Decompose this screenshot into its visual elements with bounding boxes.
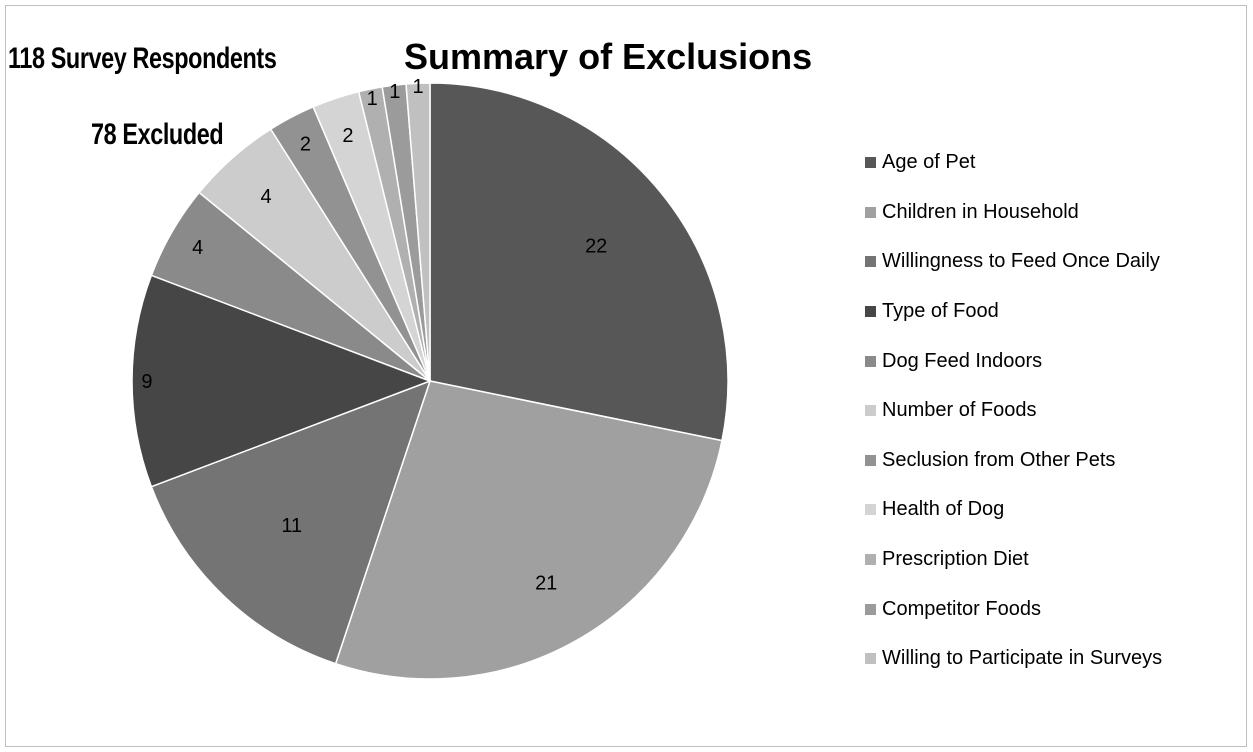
- legend-item-number-of-foods: Number of Foods: [865, 386, 1162, 436]
- legend-label: Type of Food: [882, 300, 999, 323]
- chart-title: Summary of Exclusions: [404, 36, 813, 77]
- legend-swatch: [865, 157, 876, 169]
- legend-item-health-of-dog: Health of Dog: [865, 485, 1162, 535]
- legend-item-children-in-household: Children in Household: [865, 188, 1162, 238]
- pie-slice-children-in-household: [334, 380, 723, 680]
- excluded-note: 78 Excluded: [91, 118, 224, 151]
- legend-swatch: [865, 206, 876, 218]
- legend-label: Prescription Diet: [882, 548, 1029, 571]
- slice-label-willing-to-participate-in-surveys: 1: [413, 76, 424, 98]
- pie-slice-age-of-pet: [429, 82, 729, 442]
- slice-label-number-of-foods: 4: [260, 186, 271, 208]
- pie-slice-willingness-to-feed-once-daily: [150, 379, 432, 665]
- legend-label: Children in Household: [882, 200, 1079, 223]
- slice-label-willingness-to-feed-once-daily: 11: [281, 515, 302, 537]
- legend-item-seclusion-from-other-pets: Seclusion from Other Pets: [865, 436, 1162, 486]
- slice-label-seclusion-from-other-pets: 2: [300, 134, 311, 156]
- pie-slice-willing-to-participate-in-surveys: [405, 82, 431, 382]
- legend-label: Willingness to Feed Once Daily: [882, 250, 1160, 273]
- legend-item-dog-feed-indoors: Dog Feed Indoors: [865, 336, 1162, 386]
- legend-swatch: [865, 653, 876, 665]
- legend-swatch: [865, 306, 876, 318]
- legend-item-prescription-diet: Prescription Diet: [865, 535, 1162, 585]
- legend-label: Competitor Foods: [882, 597, 1041, 620]
- slice-label-health-of-dog: 2: [342, 125, 353, 147]
- legend-item-willing-to-participate-in-surveys: Willing to Participate in Surveys: [865, 634, 1162, 684]
- legend-swatch: [865, 405, 876, 417]
- legend-label: Seclusion from Other Pets: [882, 448, 1116, 471]
- slice-label-competitor-foods: 1: [389, 81, 400, 103]
- legend-swatch: [865, 355, 876, 367]
- legend-label: Health of Dog: [882, 498, 1005, 521]
- legend-label: Number of Foods: [882, 399, 1037, 422]
- chart-legend: Age of Pet Children in Household Willingne…: [865, 138, 1162, 684]
- legend-label: Dog Feed Indoors: [882, 349, 1043, 372]
- legend-label: Age of Pet: [882, 151, 976, 174]
- legend-item-willingness-to-feed-once-daily: Willingness to Feed Once Daily: [865, 237, 1162, 287]
- legend-swatch: [865, 504, 876, 516]
- pie-slice-type-of-food: [131, 274, 433, 488]
- slice-label-prescription-diet: 1: [367, 88, 378, 110]
- slice-label-age-of-pet: 22: [585, 235, 607, 257]
- respondents-note: 118 Survey Respondents: [8, 42, 277, 75]
- legend-item-type-of-food: Type of Food: [865, 287, 1162, 337]
- legend-swatch: [865, 603, 876, 615]
- legend-item-age-of-pet: Age of Pet: [865, 138, 1162, 188]
- legend-item-competitor-foods: Competitor Foods: [865, 584, 1162, 634]
- legend-swatch: [865, 454, 876, 466]
- legend-label: Willing to Participate in Surveys: [882, 647, 1163, 670]
- slice-label-children-in-household: 21: [535, 572, 557, 594]
- slice-label-type-of-food: 9: [141, 371, 152, 393]
- legend-swatch: [865, 256, 876, 268]
- slice-label-dog-feed-indoors: 4: [192, 237, 203, 259]
- legend-swatch: [865, 554, 876, 566]
